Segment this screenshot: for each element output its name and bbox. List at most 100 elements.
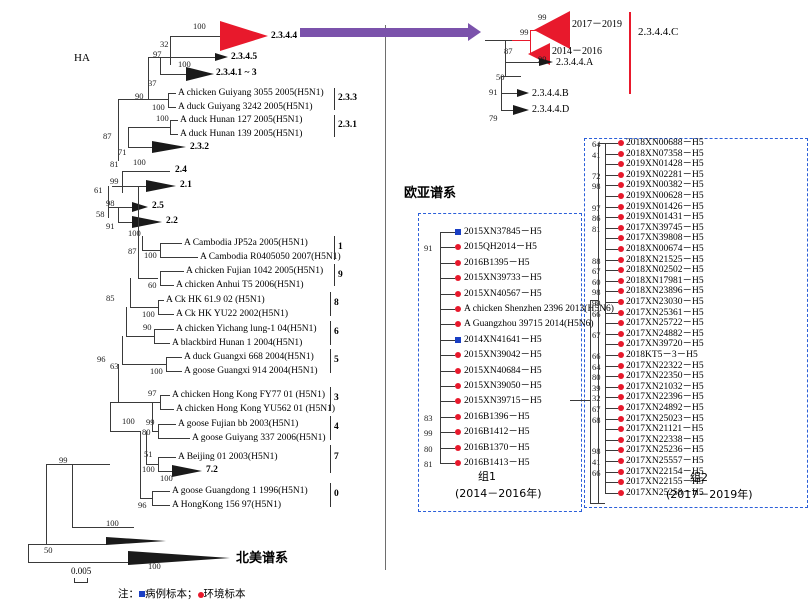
branch: [605, 365, 618, 367]
branch: [598, 143, 599, 503]
branch: [505, 40, 506, 76]
bootstrap-value: 99: [520, 27, 529, 37]
collapsed-clade-triangle: [539, 58, 553, 66]
branch: [605, 291, 618, 293]
env-marker-icon: [618, 330, 624, 337]
collapsed-clade-triangle: [152, 141, 186, 153]
tip-label: A chicken Guiyang 3055 2005(H5N1): [178, 88, 324, 98]
clade-bracket-label: 9: [338, 270, 343, 280]
tip-label: 2015XN39715－H5: [464, 396, 542, 407]
clade-bracket-label: 8: [334, 298, 339, 308]
tip-label: 2017XN21121－H5: [626, 424, 704, 435]
scale-bar: [74, 578, 88, 583]
tip-label: 2017XN22322－H5: [626, 360, 704, 371]
bootstrap-value: 100: [193, 21, 206, 31]
branch: [128, 147, 152, 148]
tip-label: 2016B1413－H5: [464, 458, 530, 468]
tip-label: A goose Guangxi 914 2004(H5N1): [184, 366, 318, 376]
clade-label: 2.5: [152, 201, 164, 211]
tip-label: A Guangzhou 39715 2014(H5N6): [464, 319, 594, 330]
clade-bracket: [330, 349, 331, 373]
env-marker-icon: [618, 193, 624, 199]
bootstrap-value: 100: [160, 473, 173, 483]
branch: [440, 339, 455, 341]
tip-label: 2017XN25361－H5: [626, 307, 704, 318]
bootstrap-value: 61: [94, 185, 103, 195]
tip-label: 2018XN17981－H5: [626, 275, 704, 286]
branch: [118, 402, 160, 403]
branch: [530, 30, 531, 54]
branch: [146, 431, 147, 464]
branch: [154, 329, 155, 343]
tip-label: 2017XN24892－H5: [626, 403, 704, 413]
bootstrap-value: 67: [592, 329, 601, 340]
env-marker-icon: [618, 150, 624, 157]
branch: [160, 409, 174, 410]
bootstrap-value: 37: [148, 78, 157, 88]
tip-label: 2017XN39720－H5: [626, 339, 704, 350]
env-marker-icon: [455, 383, 461, 389]
bootstrap-value: 100: [133, 157, 146, 167]
bootstrap-value: 80: [424, 443, 433, 454]
env-marker-icon: [455, 398, 461, 405]
tip-label: 2017XN21032－H5: [626, 381, 704, 392]
branch: [158, 314, 174, 315]
branch: [605, 270, 618, 272]
env-marker-icon: [455, 460, 461, 466]
bootstrap-value: 90: [143, 322, 152, 332]
clade-label: 2.4: [175, 165, 187, 175]
branch: [160, 257, 198, 258]
branch: [148, 99, 168, 100]
env-marker-icon: [455, 306, 461, 312]
env-marker-icon: [618, 415, 624, 422]
tip-label: A goose Fujian bb 2003(H5N1): [178, 419, 299, 429]
tip-label: 2016B1412－H5: [464, 427, 530, 438]
tip-label: 2019XN01428－H5: [626, 159, 704, 170]
branch: [110, 402, 118, 403]
branch: [160, 395, 170, 396]
clade-bracket: [330, 483, 331, 507]
bootstrap-value: 87: [103, 131, 112, 141]
branch: [158, 300, 164, 301]
branch: [505, 62, 539, 63]
branch: [160, 57, 170, 58]
branch: [501, 93, 517, 94]
branch: [440, 232, 455, 233]
tip-label: A Ck HK YU22 2002(H5N1): [176, 309, 289, 319]
collapsed-clade-triangle: [513, 105, 529, 115]
zoom-arrow-shaft: [300, 28, 468, 37]
tip-label: A duck Guangxi 668 2004(H5N1): [184, 352, 314, 362]
branch: [158, 471, 172, 472]
env-marker-icon: [455, 259, 461, 266]
bootstrap-value: 91: [106, 221, 115, 231]
bootstrap-value: 41: [592, 149, 601, 160]
branch: [72, 464, 73, 527]
branch: [166, 357, 167, 371]
collapsed-clade-triangle: [132, 216, 162, 228]
bootstrap-value: 39: [592, 382, 601, 393]
env-marker-icon: [618, 458, 624, 464]
branch: [605, 164, 618, 166]
branch: [605, 429, 618, 431]
group1-panel: [418, 213, 582, 512]
branch: [605, 408, 618, 409]
branch: [605, 492, 618, 494]
tip-label: 2019XN02281－H5: [626, 169, 704, 180]
env-marker-icon: [618, 320, 624, 327]
bootstrap-value: 60: [592, 276, 601, 287]
clade-bracket: [334, 236, 335, 260]
tip-label: 2015XN39050－H5: [464, 381, 542, 391]
clade-label: 2.3.4.1 ~ 3: [216, 68, 257, 78]
bootstrap-value: 66: [592, 308, 601, 319]
env-marker-icon: [618, 362, 624, 369]
branch: [128, 127, 129, 147]
branch: [158, 457, 176, 458]
branch: [605, 227, 618, 229]
branch: [605, 439, 618, 441]
branch: [160, 395, 161, 409]
branch: [605, 312, 618, 314]
tip-label: 2015XN39042－H5: [464, 350, 542, 361]
env-marker-icon: [618, 203, 624, 210]
branch: [154, 343, 170, 344]
bootstrap-value: 100: [122, 416, 135, 426]
